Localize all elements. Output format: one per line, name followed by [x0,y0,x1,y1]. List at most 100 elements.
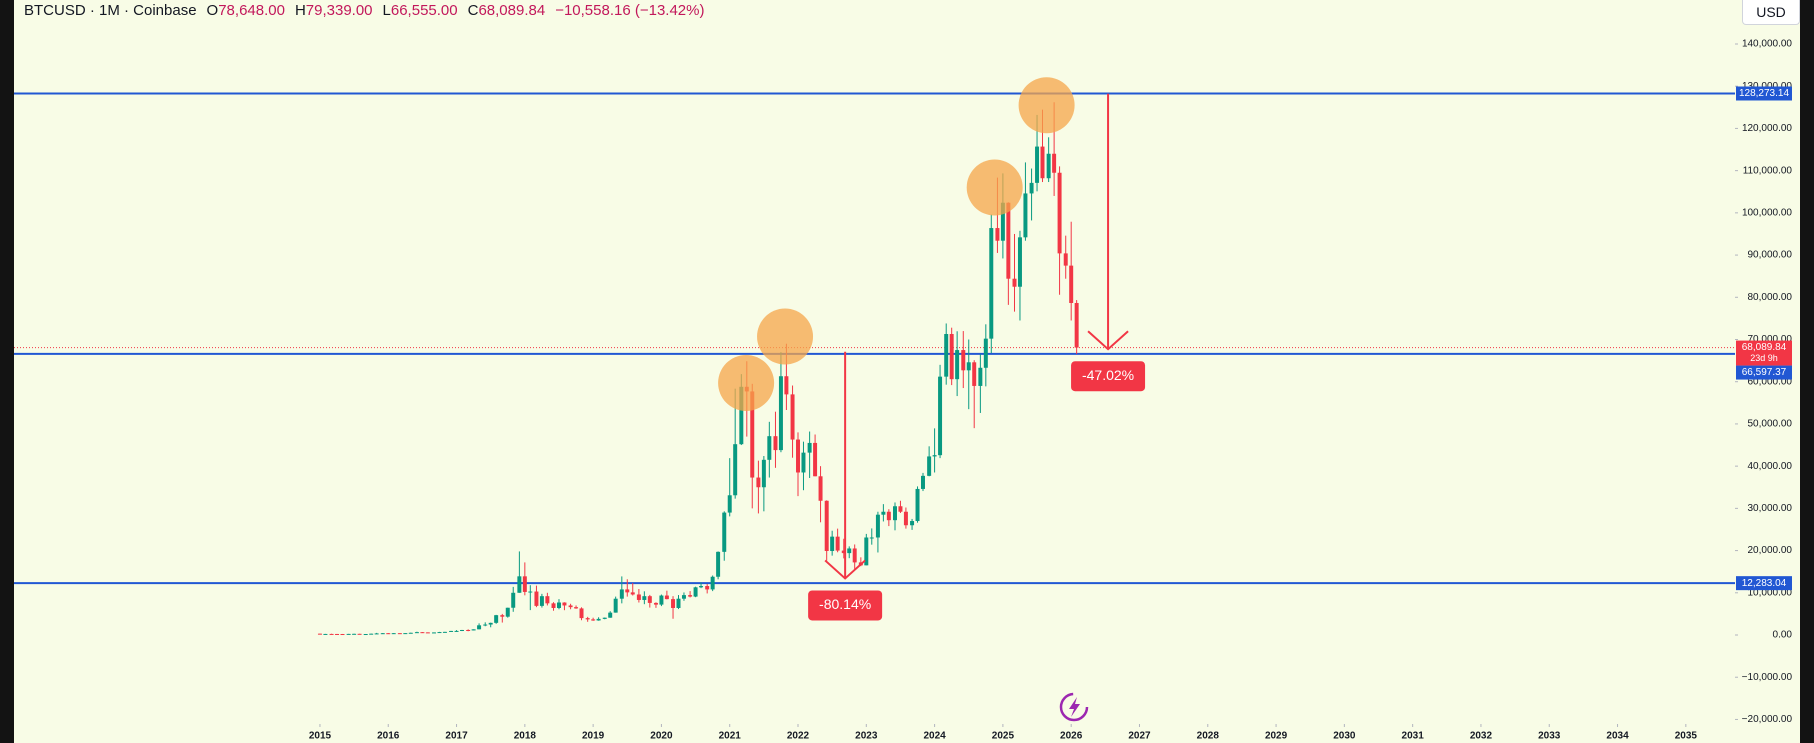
x-tick-label: 2021 [719,731,742,742]
currency-button[interactable]: USD [1742,0,1800,25]
measure-arrow: -80.14% [808,351,883,621]
candle-body [574,607,579,609]
chart-background [14,0,1814,743]
candle-body [602,617,607,619]
candle-body [881,511,886,515]
x-tick-label: 2016 [377,731,400,742]
candle-body [1017,237,1022,287]
x-tick-label: 2017 [445,731,468,742]
price-badge-label: 128,273.14 [1739,88,1789,99]
candle-body [681,595,686,599]
price-change: −10,558.16 (−13.42%) [555,1,705,19]
arrow-head [824,559,866,580]
candle-body [369,633,374,635]
logo-ring [1059,692,1089,722]
candle-body [961,350,966,371]
x-tick-label: 2035 [1675,731,1698,742]
frame-edge [1800,0,1814,743]
candle-body [875,514,880,538]
candle-body [636,594,641,600]
candle-body [1057,172,1062,254]
ohlc-key: O [206,1,219,19]
top-line-badge: 128,273.14 [1736,86,1792,101]
candle-body [653,602,658,605]
candle-body [852,548,857,563]
candle-body [801,452,806,473]
measure-label: -47.02% [1082,367,1134,383]
x-tick-label: 2023 [855,731,878,742]
candle-body [841,550,846,554]
candle-body [790,394,795,440]
candle-body [323,633,328,635]
candle-body [488,622,493,625]
ohlc-close: C68,089.84 [468,2,546,19]
y-tick-label: 10,000.00 [1748,587,1793,598]
candle-body [835,536,840,551]
candle-body [727,495,732,513]
candle-body [1029,182,1034,194]
y-tick-label: 60,000.00 [1748,376,1793,387]
candle-body [403,633,408,635]
candle-body [494,615,499,623]
candle-body [346,633,351,635]
candle-body [773,436,778,451]
candle-body [807,442,812,453]
candle-body [915,488,920,522]
ohlc-value: 79,339.00 [305,1,373,19]
candle-body [949,334,954,380]
y-tick-label: 50,000.00 [1748,419,1793,430]
candle-body [432,632,436,634]
y-tick-label: 130,000.00 [1742,81,1792,92]
y-tick-label: −10,000.00 [1742,672,1793,683]
y-tick-label: 20,000.00 [1748,545,1793,556]
candle-body [1006,202,1011,279]
arrow-head [1087,330,1129,351]
x-tick-label: 2020 [650,731,673,742]
highlight-circle [1018,77,1075,134]
candle-body [483,624,488,626]
candle-body [847,548,852,554]
candle-body [340,634,345,636]
candle-body [1012,278,1017,287]
highlight-circle [757,308,814,365]
candle-body [995,228,1000,241]
candle-body [1023,193,1028,238]
candle-body [756,477,761,488]
candle-body [608,612,613,618]
countdown-label: 23d 9h [1750,353,1778,363]
candle-body [363,634,368,636]
candle-body [927,456,932,476]
ohlc-value: 78,648.00 [218,1,285,19]
candle-body [460,629,464,631]
x-tick-label: 2027 [1128,731,1151,742]
candle-body [642,596,647,600]
symbol: BTCUSD · 1M · Coinbase [24,1,197,19]
candle-body [386,633,391,635]
candle-body [534,591,539,606]
candle-body [705,586,710,590]
price-badge-label: 66,597.37 [1742,367,1787,378]
candle-body [864,537,869,566]
ohlc-low: L66,555.00 [383,2,458,19]
candle-body [955,350,960,380]
candle-body [903,511,908,526]
candle-body [596,618,601,621]
x-tick-label: 2033 [1538,731,1561,742]
measure-badge [808,590,883,621]
candle-body [397,633,402,635]
x-tick-label: 2019 [582,731,605,742]
candle-body [750,391,755,478]
x-tick-label: 2029 [1265,731,1288,742]
candle-body [1069,265,1074,303]
candle-body [869,537,874,539]
ohlc-key: C [467,1,479,19]
candle-body [420,632,425,634]
y-tick-label: 80,000.00 [1748,292,1793,303]
highlight-circle [718,354,775,411]
y-tick-label: 0.00 [1773,630,1793,641]
candle-body [710,576,715,590]
candle-body [932,455,937,457]
candle-body [886,511,891,521]
